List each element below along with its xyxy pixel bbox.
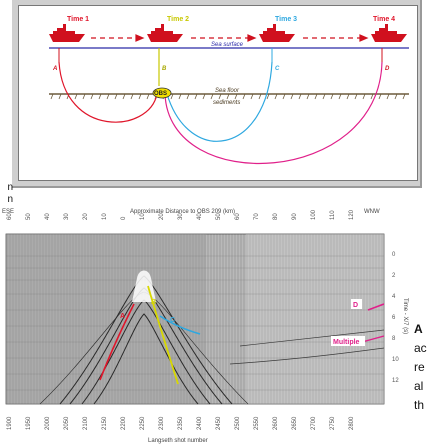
point-label-c: C [275, 66, 280, 72]
top-tick: 40 [197, 213, 203, 220]
sediments-label: sediments [213, 100, 240, 106]
pick-a [99, 303, 135, 381]
bottom-tick: 2100 [83, 416, 89, 430]
section-panel [5, 233, 385, 405]
bottom-tick: 2750 [330, 416, 336, 430]
ray-path-d [164, 61, 383, 164]
bottom-tick: 2400 [197, 416, 203, 430]
pick-b [147, 285, 179, 385]
pick-label-b: B [151, 299, 156, 306]
bottom-tick: 2800 [349, 416, 355, 430]
seismic-section-svg: ESE Approximate Distance to OBS 209 (km)… [2, 209, 408, 444]
bottom-tick: 2300 [159, 416, 165, 430]
bottom-tick: 1950 [26, 416, 32, 430]
cropped-left-line-1: n [7, 182, 13, 193]
sea-floor-label: Sea floor [215, 88, 240, 94]
travel-arrows [91, 34, 369, 42]
top-tick: 30 [178, 213, 184, 220]
obs-marker [152, 87, 172, 99]
top-tick: 90 [292, 213, 298, 220]
pick-label-a: A [120, 313, 125, 320]
right-direction-label: WNW [364, 209, 380, 215]
right-tick: 4 [392, 294, 396, 300]
cropped-left-line-2: n [7, 194, 13, 205]
ray-path-a [58, 61, 158, 123]
time-label-2: Time 2 [167, 16, 189, 23]
top-tick: 60 [235, 213, 241, 220]
top-tick: 60 [7, 213, 13, 220]
bottom-tick: 2200 [121, 416, 127, 430]
caption-line-3: re [414, 360, 425, 374]
right-tick-labels: 0 2 4 6 8 10 12 [392, 252, 399, 384]
point-label-a: A [52, 66, 57, 72]
ship-icon-1 [49, 24, 85, 42]
point-label-d: D [385, 66, 390, 72]
pick-c [159, 315, 201, 335]
bottom-tick: 2600 [273, 416, 279, 430]
right-axis-title: Time - X/7 (s) [402, 298, 408, 334]
time-label-1: Time 1 [67, 16, 89, 23]
schematic-panel: Time 1 Time 2 Time 3 Time 4 [18, 5, 418, 181]
right-tick: 10 [392, 357, 399, 363]
right-tick: 2 [392, 273, 396, 279]
top-tick: 40 [45, 213, 51, 220]
bottom-tick: 2350 [178, 416, 184, 430]
right-tick: 8 [392, 336, 396, 342]
bottom-tick-labels: 1900 1950 2000 2050 2100 2150 2200 2250 … [7, 416, 355, 430]
point-label-b: B [162, 66, 167, 72]
caption-line-2: ac [414, 341, 427, 355]
time-label-4: Time 4 [373, 16, 395, 23]
bottom-axis-title: Langseth shot number [148, 438, 208, 444]
pick-label-c: C [170, 317, 175, 324]
top-tick: 110 [330, 210, 336, 220]
top-tick-labels: 60 50 40 30 20 10 0 10 20 30 40 50 60 70… [7, 209, 355, 220]
top-tick: 10 [140, 213, 146, 220]
bottom-tick: 2050 [64, 416, 70, 430]
ship-icon-4 [371, 24, 407, 42]
bottom-tick: 2250 [140, 416, 146, 430]
right-tick: 6 [392, 315, 396, 321]
top-tick: 0 [121, 216, 127, 220]
bottom-tick: 2700 [311, 416, 317, 430]
top-tick: 20 [159, 213, 165, 220]
ray-path-c [166, 61, 273, 142]
left-direction-label: ESE [2, 209, 14, 215]
top-tick: 50 [26, 213, 32, 220]
bottom-tick: 2000 [45, 416, 51, 430]
schematic-svg: Time 1 Time 2 Time 3 Time 4 [49, 16, 409, 164]
caption-line-1: A [414, 322, 423, 336]
top-tick: 50 [216, 213, 222, 220]
bottom-tick: 2150 [102, 416, 108, 430]
top-tick: 70 [254, 213, 260, 220]
pick-label-d: D [353, 302, 358, 309]
top-tick: 120 [349, 209, 355, 220]
top-tick: 100 [311, 209, 317, 220]
top-axis-title: Approximate Distance to OBS 209 (km) [130, 209, 235, 215]
sea-surface-label: Sea surface [211, 42, 244, 48]
bottom-tick: 1900 [7, 416, 13, 430]
bottom-tick: 2450 [216, 416, 222, 430]
top-tick: 20 [83, 213, 89, 220]
right-tick: 0 [392, 252, 396, 258]
seismic-section: ESE Approximate Distance to OBS 209 (km)… [0, 206, 433, 446]
right-tick: 12 [392, 378, 399, 384]
cropped-left-text: n n [0, 182, 13, 206]
top-tick: 80 [273, 213, 279, 220]
pick-multiple [361, 335, 385, 343]
obs-label: OBS [154, 91, 167, 97]
ship-icon-3 [259, 24, 295, 42]
ship-icon-2 [147, 24, 183, 42]
pick-label-multiple: Multiple [333, 339, 360, 346]
top-tick: 30 [64, 213, 70, 220]
bottom-tick: 2650 [292, 416, 298, 430]
time-label-3: Time 3 [275, 16, 297, 23]
bottom-tick: 2550 [254, 416, 260, 430]
top-tick: 10 [102, 213, 108, 220]
caption-line-5: th [414, 398, 425, 412]
schematic-frame: Time 1 Time 2 Time 3 Time 4 [12, 0, 422, 188]
cropped-caption: A ac re al th [414, 320, 427, 415]
pick-d [367, 303, 385, 311]
caption-line-4: al [414, 379, 424, 393]
bottom-tick: 2500 [235, 416, 241, 430]
